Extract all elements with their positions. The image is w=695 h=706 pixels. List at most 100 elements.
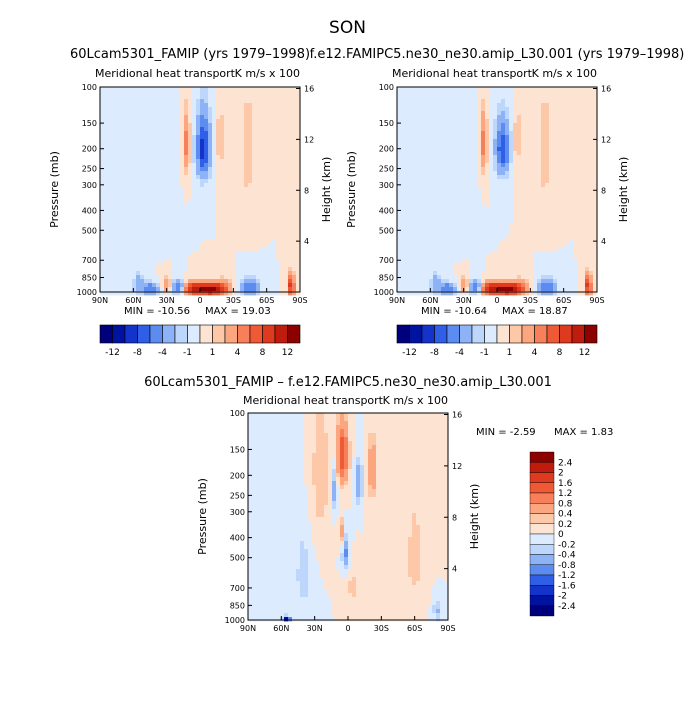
heat-cell xyxy=(541,199,546,204)
heat-cell xyxy=(453,87,458,92)
heat-cell xyxy=(160,175,165,180)
heat-cell xyxy=(493,135,498,140)
heat-cell xyxy=(256,147,261,152)
heat-cell xyxy=(116,99,121,104)
heat-cell xyxy=(517,163,522,168)
heat-cell xyxy=(116,87,121,92)
heat-cell xyxy=(160,167,165,172)
heat-cell xyxy=(288,219,293,224)
heat-cell xyxy=(417,179,422,184)
heat-cell xyxy=(421,279,426,284)
heat-cell xyxy=(445,159,450,164)
heat-cell xyxy=(176,279,181,284)
heat-cell xyxy=(164,111,169,116)
heat-cell xyxy=(513,207,518,212)
heat-cell xyxy=(505,163,510,168)
heat-cell xyxy=(288,175,293,180)
heat-cell xyxy=(433,207,438,212)
heat-cell xyxy=(128,291,133,296)
heat-cell xyxy=(405,255,410,260)
heat-cell xyxy=(100,255,105,260)
heat-cell xyxy=(473,183,478,188)
heat-cell xyxy=(557,195,562,200)
heat-cell xyxy=(501,239,506,244)
heat-cell xyxy=(136,227,141,232)
heat-cell xyxy=(216,183,221,188)
heat-cell xyxy=(104,175,109,180)
heat-cell xyxy=(505,175,510,180)
heat-cell xyxy=(212,139,217,144)
heat-cell xyxy=(409,123,414,128)
heat-cell xyxy=(184,247,189,252)
heat-cell xyxy=(144,203,149,208)
heat-cell xyxy=(569,231,574,236)
heat-cell xyxy=(264,211,269,216)
heat-cell xyxy=(477,219,482,224)
heat-cell xyxy=(264,227,269,232)
heat-cell xyxy=(525,207,530,212)
heat-cell xyxy=(244,251,249,256)
heat-cell xyxy=(276,175,281,180)
heat-cell xyxy=(453,91,458,96)
heat-cell xyxy=(148,107,153,112)
heat-cell xyxy=(565,95,570,100)
heat-cell xyxy=(513,187,518,192)
heat-cell xyxy=(565,191,570,196)
heat-cell xyxy=(545,199,550,204)
heat-cell xyxy=(116,291,121,296)
heat-cell xyxy=(573,119,578,124)
heat-cell xyxy=(397,279,402,284)
heat-cell xyxy=(509,279,514,284)
heat-cell xyxy=(288,223,293,228)
heat-cell xyxy=(541,263,546,268)
heat-cell xyxy=(144,207,149,212)
heat-cell xyxy=(136,123,141,128)
heat-cell xyxy=(188,147,193,152)
heat-cell xyxy=(112,247,117,252)
heat-cell xyxy=(401,283,406,288)
heat-cell xyxy=(228,147,233,152)
heat-cell xyxy=(168,143,173,148)
heat-cell xyxy=(168,203,173,208)
heat-cell xyxy=(441,207,446,212)
heat-cell xyxy=(132,87,137,92)
heat-cell xyxy=(116,203,121,208)
heat-cell xyxy=(232,87,237,92)
heat-cell xyxy=(529,167,534,172)
heat-cell xyxy=(148,211,153,216)
heat-cell xyxy=(493,275,498,280)
heat-cell xyxy=(172,155,177,160)
heat-cell xyxy=(465,103,470,108)
heat-cell xyxy=(545,87,550,92)
heat-cell xyxy=(152,139,157,144)
heat-cell xyxy=(124,259,129,264)
heat-cell xyxy=(421,147,426,152)
heat-cell xyxy=(132,147,137,152)
heat-cell xyxy=(405,275,410,280)
heat-cell xyxy=(272,183,277,188)
heat-cell xyxy=(204,219,209,224)
heat-cell xyxy=(172,119,177,124)
heat-cell xyxy=(529,263,534,268)
heat-cell xyxy=(453,259,458,264)
heat-cell xyxy=(557,191,562,196)
heat-cell xyxy=(541,139,546,144)
heat-cell xyxy=(216,291,221,296)
heat-cell xyxy=(501,187,506,192)
heat-cell xyxy=(116,103,121,108)
heat-cell xyxy=(272,239,277,244)
heat-cell xyxy=(260,219,265,224)
heat-cell xyxy=(509,135,514,140)
heat-cell xyxy=(465,151,470,156)
heat-cell xyxy=(264,283,269,288)
heat-cell xyxy=(244,147,249,152)
heat-cell xyxy=(557,283,562,288)
heat-cell xyxy=(525,263,530,268)
heat-cell xyxy=(541,171,546,176)
heat-cell xyxy=(397,163,402,168)
heat-cell xyxy=(481,267,486,272)
heat-cell xyxy=(176,283,181,288)
heat-cell xyxy=(176,147,181,152)
heat-cell xyxy=(116,139,121,144)
heat-cell xyxy=(517,111,522,116)
